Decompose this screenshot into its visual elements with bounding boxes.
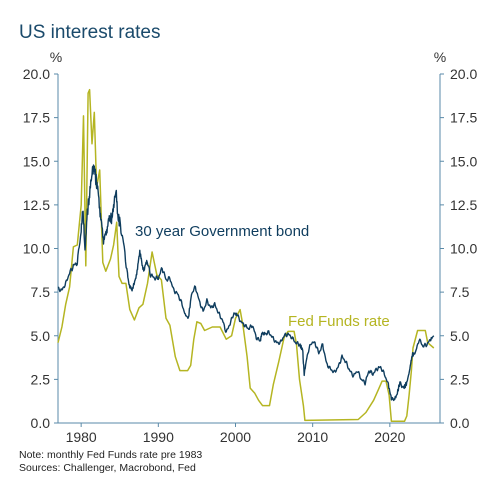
y-tick-label-right: 10.0 — [450, 241, 477, 257]
y-tick-label-right: 12.5 — [450, 197, 477, 213]
y-tick-label-left: 20.0 — [23, 66, 50, 82]
y-tick-label-left: 12.5 — [23, 197, 50, 213]
y-unit-left: % — [50, 49, 62, 65]
y-tick-label-left: 7.5 — [31, 284, 51, 300]
y-unit-right: % — [434, 49, 446, 65]
bond-series-line — [57, 164, 435, 402]
x-tick-label: 2010 — [297, 429, 328, 445]
axes-group — [54, 73, 444, 427]
fed-series-line — [57, 88, 435, 423]
y-tick-label-right: 0.0 — [450, 415, 470, 431]
bond-series-label: 30 year Government bond — [135, 223, 309, 240]
sources-text: Sources: Challenger, Macrobond, Fed — [19, 462, 196, 474]
y-tick-label-right: 20.0 — [450, 66, 477, 82]
y-tick-label-left: 15.0 — [23, 153, 50, 169]
y-tick-label-left: 17.5 — [23, 110, 50, 126]
fed-series-label: Fed Funds rate — [288, 313, 390, 330]
y-tick-label-right: 5.0 — [450, 328, 470, 344]
y-tick-label-right: 17.5 — [450, 110, 477, 126]
x-tick-label: 1980 — [66, 429, 97, 445]
chart-title: US interest rates — [19, 22, 161, 43]
note-text: Note: monthly Fed Funds rate pre 1983 — [19, 449, 203, 461]
tick-labels-group: 0.0 0.0 2.5 2.5 5.0 5.0 7.5 7.5 10.0 10.0 12.5 12.5… — [23, 66, 478, 445]
y-tick-label-left: 2.5 — [31, 371, 51, 387]
y-tick-label-left: 5.0 — [31, 328, 51, 344]
x-tick-label: 2000 — [220, 429, 251, 445]
y-tick-label-left: 10.0 — [23, 241, 50, 257]
y-tick-label-left: 0.0 — [31, 415, 51, 431]
y-tick-label-right: 2.5 — [450, 371, 470, 387]
y-tick-label-right: 15.0 — [450, 153, 477, 169]
series-lines-group — [57, 88, 435, 423]
x-tick-label: 2020 — [374, 429, 405, 445]
x-tick-label: 1990 — [143, 429, 174, 445]
y-tick-label-right: 7.5 — [450, 284, 470, 300]
